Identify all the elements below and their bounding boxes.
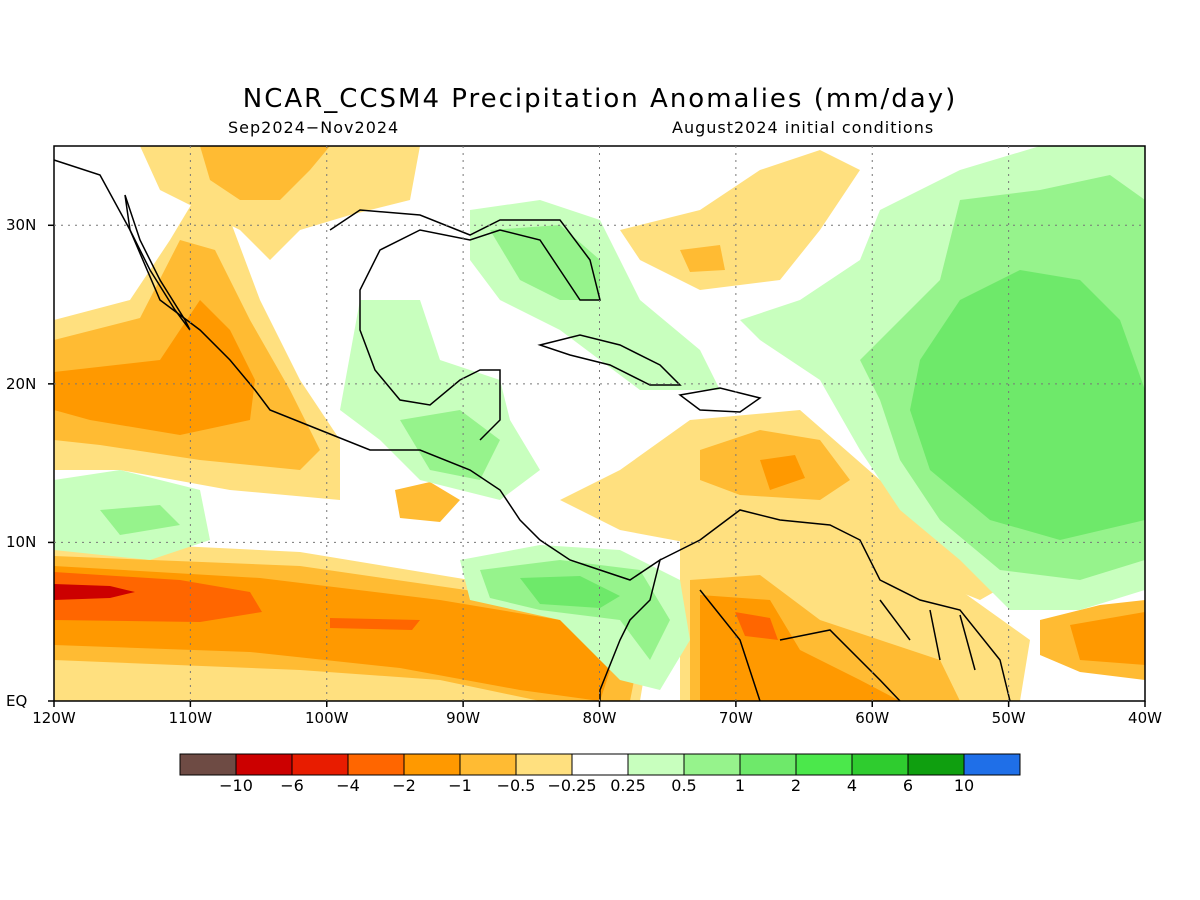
colorbar-label: −0.5 (496, 776, 536, 795)
colorbar-label: 6 (902, 776, 914, 795)
x-tick-label: 80W (582, 709, 617, 727)
colorbar-swatch (347, 753, 405, 776)
colorbar-swatch (571, 753, 629, 776)
colorbar-label: 0.25 (610, 776, 646, 795)
map-title: NCAR_CCSM4 Precipitation Anomalies (mm/d… (242, 84, 958, 114)
y-tick-label: 20N (6, 374, 37, 393)
colorbar-swatch (963, 753, 1021, 776)
axis-ticks (48, 224, 1146, 707)
pacific-dry-core-2 (330, 618, 420, 630)
pacific-dry-patch (395, 482, 460, 522)
colorbar-swatch (179, 753, 237, 776)
atlantic-eq-dry-strong (1070, 612, 1145, 665)
colorbar-label: 1 (734, 776, 746, 795)
x-tick-label: 110W (168, 709, 213, 727)
colorbar-swatch (851, 753, 909, 776)
colorbar-label: −2 (392, 776, 416, 795)
gulf-coast (329, 209, 601, 441)
atlantic-dry-light (620, 150, 860, 290)
colorbar-label: −1 (448, 776, 472, 795)
coastlines (53, 159, 1011, 702)
atlantic-wet-strong (910, 270, 1145, 540)
colorbar-label: 10 (953, 776, 975, 795)
colorbar-swatch (907, 753, 965, 776)
x-tick-label: 90W (446, 709, 481, 727)
north-america-coast (53, 159, 662, 701)
south-america-dry-core (735, 612, 778, 640)
forecast-period: Sep2024−Nov2024 (228, 118, 400, 137)
colorbar-swatch (739, 753, 797, 776)
central-america-wet-med (400, 410, 500, 480)
x-tick-label: 120W (32, 709, 76, 727)
colorbar (179, 753, 1021, 776)
colorbar-label: −10 (219, 776, 253, 795)
pacific-dry-core (54, 572, 262, 622)
colorbar-swatch (515, 753, 573, 776)
colorbar-swatch (795, 753, 853, 776)
x-tick-label: 40W (1128, 709, 1162, 727)
colorbar-swatch (403, 753, 461, 776)
cuba (537, 334, 682, 386)
pacific-wet-patch-med (100, 505, 180, 535)
caribbean-dry-strong (760, 455, 805, 490)
pacific-dry-max (54, 584, 135, 600)
colorbar-swatch (459, 753, 517, 776)
colorbar-label: 2 (790, 776, 802, 795)
colorbar-label: −0.25 (547, 776, 597, 795)
colorbar-swatch (683, 753, 741, 776)
x-tick-label: 50W (991, 709, 1026, 727)
south-america-interior (699, 589, 976, 702)
colorbar-swatch (235, 753, 293, 776)
x-tick-label: 70W (718, 709, 753, 727)
x-tick-label: 100W (305, 709, 349, 727)
colorbar-label: 4 (846, 776, 858, 795)
y-tick-label: 10N (6, 533, 37, 552)
us-southwest-dry-med (200, 146, 330, 200)
y-tick-label: EQ (6, 692, 28, 710)
anomaly-field (54, 146, 1145, 701)
colorbar-label: −4 (336, 776, 360, 795)
atlantic-dry-med (680, 245, 725, 272)
hispaniola (678, 387, 762, 413)
panama-wet-strong (520, 576, 620, 608)
x-tick-label: 60W (855, 709, 890, 727)
south-america-coast (659, 509, 1011, 702)
caribbean-dry-light (560, 410, 1050, 600)
colorbar-label: 0.5 (671, 776, 697, 795)
colorbar-swatch (291, 753, 349, 776)
colorbar-swatch (627, 753, 685, 776)
y-tick-label: 30N (6, 216, 37, 235)
florida-wet-med (490, 225, 600, 300)
colorbar-label: −6 (280, 776, 304, 795)
gridlines (54, 146, 1145, 701)
initial-conditions: August2024 initial conditions (672, 118, 935, 137)
